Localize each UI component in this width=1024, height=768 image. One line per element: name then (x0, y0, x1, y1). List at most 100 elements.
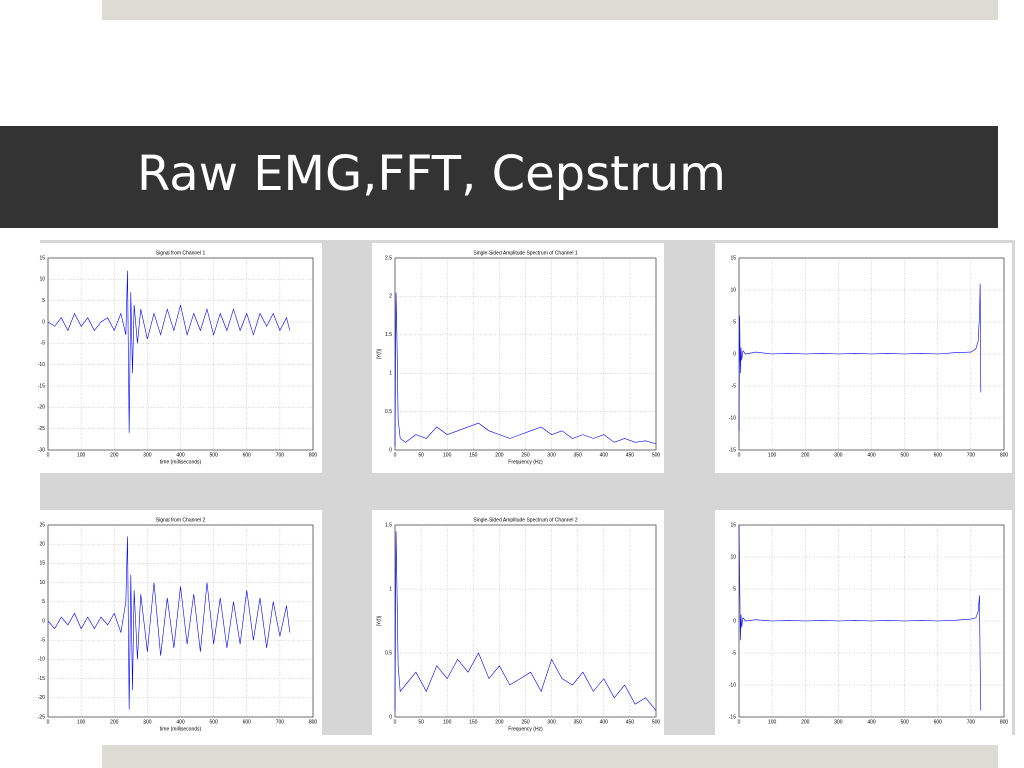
x-tick-label: 800 (1000, 452, 1009, 458)
plot-title: Single-Sided Amplitude Spectrum of Chann… (473, 517, 577, 523)
x-tick-label: 100 (768, 452, 777, 458)
y-tick-label: 15 (730, 255, 736, 261)
x-tick-label: 0 (394, 719, 397, 725)
x-tick-label: 150 (469, 452, 478, 458)
x-tick-label: 600 (934, 452, 943, 458)
y-tick-label: 1.5 (385, 522, 392, 528)
y-tick-label: -25 (38, 426, 45, 432)
y-tick-label: -15 (729, 447, 736, 453)
top-bar (102, 0, 998, 20)
y-tick-label: -5 (732, 650, 737, 656)
x-tick-label: 700 (967, 452, 976, 458)
y-tick-label: 1.5 (385, 332, 392, 338)
x-tick-label: 200 (495, 719, 504, 725)
x-tick-label: 700 (967, 719, 976, 725)
x-tick-label: 800 (309, 452, 318, 458)
y-tick-label: -20 (38, 695, 45, 701)
y-tick-label: 15 (730, 522, 736, 528)
x-tick-label: 800 (1000, 719, 1009, 725)
y-tick-label: 0 (389, 714, 392, 720)
x-tick-label: 450 (626, 719, 635, 725)
plot-title: Single-Sided Amplitude Spectrum of Chann… (473, 250, 577, 256)
y-tick-label: 0 (733, 618, 736, 624)
x-axis-label: Frequency (Hz) (508, 726, 543, 732)
y-tick-label: 5 (42, 298, 45, 304)
y-tick-label: -10 (38, 657, 45, 663)
slide-title: Raw EMG,FFT, Cepstrum (137, 146, 726, 202)
y-tick-label: -25 (38, 714, 45, 720)
y-axis-label: |Y(f)| (376, 616, 382, 627)
y-tick-label: 5 (733, 319, 736, 325)
x-tick-label: 500 (209, 719, 218, 725)
x-tick-label: 500 (900, 452, 909, 458)
y-tick-label: 0 (389, 447, 392, 453)
x-tick-label: 700 (276, 452, 285, 458)
x-tick-label: 200 (110, 452, 119, 458)
x-tick-label: 300 (834, 452, 843, 458)
y-tick-label: -10 (38, 362, 45, 368)
x-tick-label: 450 (626, 452, 635, 458)
x-tick-label: 400 (867, 452, 876, 458)
x-tick-label: 200 (801, 719, 810, 725)
x-tick-label: 800 (309, 719, 318, 725)
y-tick-label: 10 (730, 554, 736, 560)
y-tick-label: -30 (38, 447, 45, 453)
y-tick-label: 0 (733, 351, 736, 357)
x-tick-label: 200 (801, 452, 810, 458)
x-tick-label: 500 (209, 452, 218, 458)
x-axis-label: time (milliseconds) (160, 459, 202, 465)
x-tick-label: 500 (900, 719, 909, 725)
x-tick-label: 700 (276, 719, 285, 725)
y-tick-label: 0 (42, 319, 45, 325)
y-tick-label: 25 (39, 522, 45, 528)
x-tick-label: 350 (574, 719, 583, 725)
x-tick-label: 400 (600, 719, 609, 725)
y-tick-label: 0 (42, 618, 45, 624)
x-tick-label: 300 (834, 719, 843, 725)
x-tick-label: 200 (495, 452, 504, 458)
signal-line (47, 270, 291, 433)
x-tick-label: 400 (176, 719, 185, 725)
x-tick-label: 500 (652, 452, 661, 458)
x-tick-label: 500 (652, 719, 661, 725)
signal-line (738, 524, 982, 711)
title-band (0, 126, 998, 228)
x-tick-label: 400 (176, 452, 185, 458)
x-tick-label: 0 (47, 452, 50, 458)
x-tick-label: 100 (443, 452, 452, 458)
plot-title: Signal from Channel 2 (156, 517, 206, 523)
x-tick-label: 600 (243, 719, 252, 725)
x-tick-label: 400 (600, 452, 609, 458)
y-tick-label: 15 (39, 561, 45, 567)
x-tick-label: 50 (418, 719, 424, 725)
y-tick-label: -15 (38, 676, 45, 682)
x-axis-label: time (milliseconds) (160, 726, 202, 732)
y-tick-label: 20 (39, 542, 45, 548)
signal-line (47, 536, 291, 710)
y-tick-label: 1 (389, 586, 392, 592)
x-tick-label: 0 (394, 452, 397, 458)
x-tick-label: 400 (867, 719, 876, 725)
y-tick-label: -5 (732, 383, 737, 389)
x-tick-label: 100 (768, 719, 777, 725)
x-tick-label: 600 (243, 452, 252, 458)
bottom-bar (102, 745, 998, 768)
plot-title: Signal from Channel 1 (156, 250, 206, 256)
signal-line (394, 292, 657, 447)
y-tick-label: 1 (389, 371, 392, 377)
y-tick-label: 15 (39, 255, 45, 261)
x-tick-label: 100 (77, 719, 86, 725)
x-axis-label: Frequency (Hz) (508, 459, 543, 465)
y-tick-label: -10 (729, 415, 736, 421)
x-tick-label: 100 (443, 719, 452, 725)
y-tick-label: -5 (41, 638, 46, 644)
y-tick-label: 0.5 (385, 650, 392, 656)
signal-line (394, 531, 657, 711)
x-tick-label: 250 (521, 719, 530, 725)
y-tick-label: -10 (729, 682, 736, 688)
y-tick-label: 10 (39, 580, 45, 586)
x-tick-label: 0 (738, 719, 741, 725)
y-tick-label: -15 (729, 714, 736, 720)
